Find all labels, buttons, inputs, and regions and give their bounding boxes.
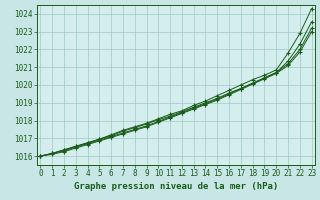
X-axis label: Graphe pression niveau de la mer (hPa): Graphe pression niveau de la mer (hPa) [74, 182, 278, 191]
